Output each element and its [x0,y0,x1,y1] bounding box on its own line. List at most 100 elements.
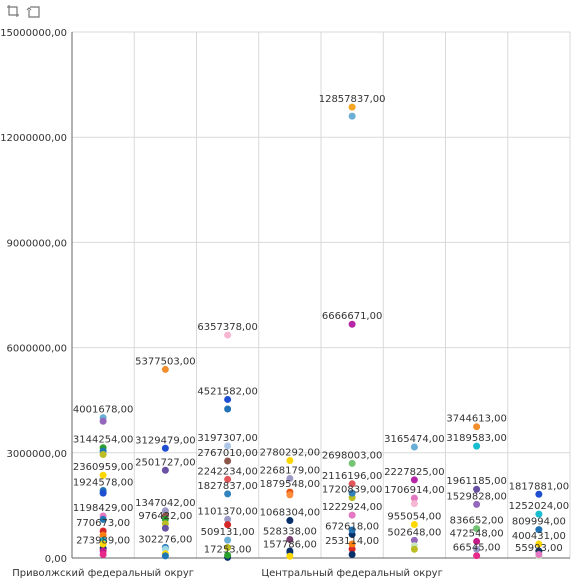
data-label: 2767010,00 [197,448,257,459]
y-tick-label: 15000000,00 [0,28,67,39]
y-tick-label: 6000000,00 [7,344,67,355]
data-point [348,511,356,519]
data-label: 4521582,00 [197,386,257,397]
data-point [224,543,232,551]
data-point [161,444,169,452]
data-label: 66545,00 [453,543,501,554]
data-label: 1198429,00 [73,503,133,514]
data-point [473,485,481,493]
data-point [410,500,418,508]
data-label: 5377503,00 [135,356,195,367]
data-point [410,494,418,502]
data-point [348,480,356,488]
y-tick-label: 0,00 [45,554,67,565]
x-category-label: Центральный федеральный округ [261,568,442,579]
data-label: 302276,00 [138,534,192,545]
chart-toolbar [6,4,42,24]
data-point [473,423,481,431]
data-point [99,540,107,548]
data-label: 976422,00 [138,511,192,522]
data-point [410,545,418,553]
data-point [99,489,107,497]
data-point [99,417,107,425]
data-label: 17253,00 [204,544,252,555]
data-point [286,474,294,482]
data-label: 4001678,00 [73,405,133,416]
data-label: 2242234,00 [197,466,257,477]
data-label: 1101370,00 [197,506,257,517]
data-point [410,476,418,484]
data-label: 528338,00 [263,526,317,537]
data-point [286,552,294,560]
data-label: 2360959,00 [73,462,133,473]
data-point [99,471,107,479]
data-point [348,320,356,328]
data-point [473,552,481,560]
data-point [535,526,543,534]
data-point [473,545,481,553]
data-point [224,331,232,339]
data-label: 502648,00 [387,527,441,538]
data-label: 770673,00 [76,518,130,529]
data-point [224,515,232,523]
data-point [348,540,356,548]
data-point [348,459,356,467]
data-point [410,536,418,544]
y-tick-label: 12000000,00 [0,133,67,144]
data-label: 2698003,00 [322,450,382,461]
data-point [348,112,356,120]
data-label: 2227825,00 [384,467,444,478]
data-point [224,536,232,544]
data-label: 809994,00 [512,517,566,528]
data-point [348,103,356,111]
data-point [535,510,543,518]
data-label: 273989,00 [76,535,130,546]
data-point [473,500,481,508]
data-point [473,525,481,533]
data-point [161,466,169,474]
data-point [535,490,543,498]
data-label: 1827837,00 [197,481,257,492]
data-point [224,442,232,450]
data-label: 400431,00 [512,531,566,542]
x-category-label: Приволжский федеральный округ [12,568,194,579]
data-point [286,517,294,525]
data-point [348,526,356,534]
data-point [473,537,481,545]
data-point [535,550,543,558]
data-point [286,457,294,465]
data-point [161,524,169,532]
data-label: 1720839,00 [322,485,382,496]
data-label: 1252024,00 [509,501,569,512]
data-label: 2501727,00 [135,457,195,468]
data-point [348,550,356,558]
data-point [410,443,418,451]
data-label: 3197307,00 [197,433,257,444]
data-label: 1817881,00 [509,481,569,492]
reset-zoom-icon[interactable] [26,4,42,20]
data-point [224,395,232,403]
data-label: 2116196,00 [322,471,382,482]
data-label: 55993,00 [515,543,563,554]
data-point [348,545,356,553]
data-label: 1961185,00 [446,476,506,487]
data-label: 2780292,00 [260,448,320,459]
data-label: 3165474,00 [384,434,444,445]
data-label: 3189583,00 [446,433,506,444]
data-label: 3744613,00 [446,414,506,425]
data-point [286,547,294,555]
data-label: 2268179,00 [260,465,320,476]
select-region-icon[interactable] [6,4,22,20]
data-point [99,550,107,558]
data-label: 157786,00 [263,539,317,550]
data-point [224,521,232,529]
data-label: 472548,00 [450,528,504,539]
data-label: 12857837,00 [319,94,386,105]
data-point [224,405,232,413]
data-point [224,475,232,483]
data-point [161,552,169,560]
data-label: 1222924,00 [322,502,382,513]
data-label: 3129479,00 [135,435,195,446]
data-label: 1879548,00 [260,479,320,490]
